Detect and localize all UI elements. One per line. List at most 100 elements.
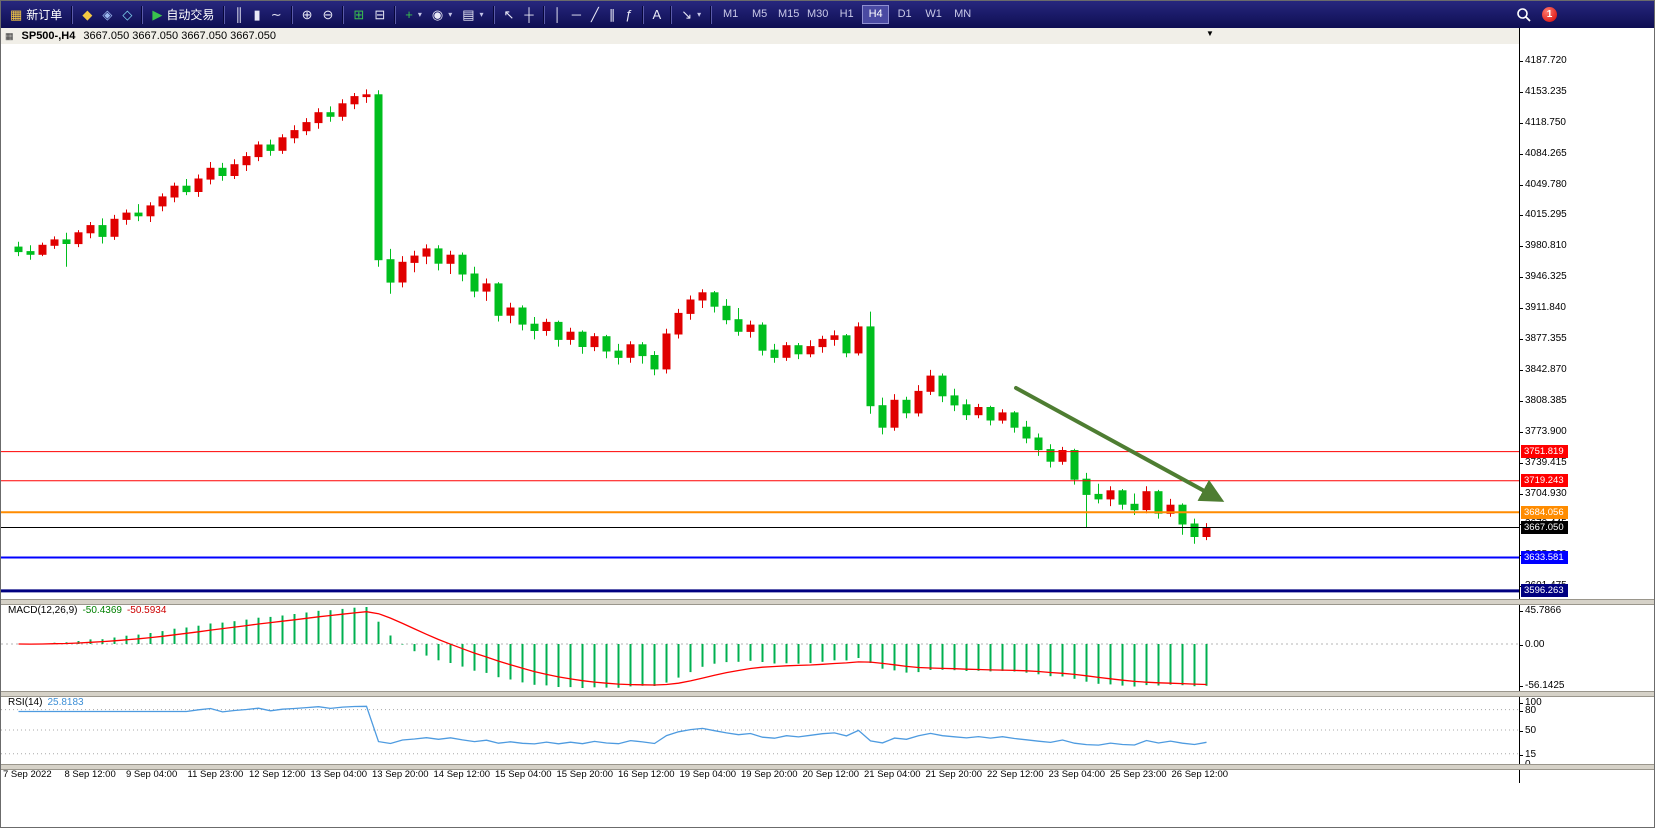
candle-body: [554, 321, 563, 340]
price-line-label: 3633.581: [1521, 551, 1568, 564]
dropdown-caret-icon[interactable]: ▾: [697, 10, 702, 19]
fibonacci-button[interactable]: ƒ: [620, 4, 637, 25]
timeframe-h1-button[interactable]: H1: [839, 8, 854, 20]
toolbar-separator: [71, 5, 74, 24]
time-axis-label: 9 Sep 04:00: [126, 769, 178, 780]
toolbar-separator: [710, 5, 713, 24]
crosshair-button[interactable]: ┼: [519, 4, 538, 25]
candle-body: [398, 261, 407, 283]
panel-splitter[interactable]: [1, 764, 1654, 770]
time-axis-label: 15 Sep 04:00: [495, 769, 552, 780]
candle-body: [374, 94, 383, 261]
new-order-button[interactable]: ▦ 新订单: [5, 4, 67, 25]
templates-icon: ▤: [462, 7, 475, 22]
time-axis-label: 26 Sep 12:00: [1171, 769, 1229, 780]
time-axis-label: 19 Sep 20:00: [741, 769, 798, 780]
candle-body: [170, 185, 179, 198]
new-order-icon: ▦: [10, 7, 23, 22]
vertical-line-button[interactable]: │: [549, 4, 567, 25]
chart-caption: ▦ SP500-,H4 3667.050 3667.050 3667.050 3…: [1, 28, 1519, 44]
dropdown-caret-icon[interactable]: ▾: [448, 10, 453, 19]
price-tick-label: 3739.415: [1520, 456, 1567, 468]
candle-body: [134, 212, 143, 217]
templates-button[interactable]: ▤ ▾: [457, 4, 488, 25]
navigator-button[interactable]: ◈: [97, 4, 117, 25]
navigator-icon: ◈: [102, 7, 113, 22]
periods-button[interactable]: ◉ ▾: [427, 4, 457, 25]
candlestick-chart-button[interactable]: ▮: [249, 4, 266, 25]
tile-windows-button[interactable]: ⊞: [348, 4, 369, 25]
horizontal-line-button[interactable]: ─: [567, 4, 586, 25]
notification-badge[interactable]: 1: [1542, 7, 1557, 22]
cursor-button[interactable]: ↖: [499, 4, 520, 25]
time-axis[interactable]: 7 Sep 2022 8 Sep 12:00 9 Sep 04:00 11 Sep 2…: [1, 767, 1519, 783]
macd-label: MACD(12,26,9) -50.4369 -50.5934: [8, 605, 166, 616]
rsi-chart: [1, 705, 1519, 755]
timeframe-m1-button[interactable]: M1: [723, 8, 739, 20]
timeframe-d1-button[interactable]: D1: [897, 8, 912, 20]
candle-body: [338, 103, 347, 117]
dropdown-caret-icon[interactable]: ▾: [417, 10, 422, 19]
arrows-tool-button[interactable]: ↘ ▾: [676, 4, 706, 25]
candle-body: [470, 273, 479, 292]
price-tick-label: 3980.810: [1520, 240, 1567, 252]
macd-name: MACD(12,26,9): [8, 605, 78, 616]
cascade-windows-button[interactable]: ⊟: [369, 4, 390, 25]
channel-icon: ∥: [608, 7, 616, 22]
indicators-button[interactable]: + ▾: [400, 4, 427, 25]
price-chart-area[interactable]: [1, 44, 1519, 599]
candle-body: [926, 375, 935, 392]
price-axis[interactable]: 4187.720 4153.235 4118.750 4084.265 4049.780…: [1519, 28, 1654, 783]
candle-body: [686, 299, 695, 314]
rsi-panel[interactable]: [1, 696, 1519, 764]
timeframe-m30-button[interactable]: M30: [806, 8, 829, 20]
rsi-scale-label: 100: [1520, 697, 1542, 708]
panel-splitter[interactable]: [1, 599, 1654, 605]
bar-chart-icon: ║: [234, 7, 244, 22]
time-axis-label: 20 Sep 12:00: [802, 769, 860, 780]
candle-body: [1082, 478, 1091, 495]
timeframe-w1-button[interactable]: W1: [925, 8, 942, 20]
macd-signal-line: [18, 611, 1207, 686]
rsi-scale-label: 15: [1519, 748, 1537, 760]
channel-button[interactable]: ∥: [604, 4, 621, 25]
candle-body: [146, 205, 155, 217]
timeframe-m5-button[interactable]: M5: [752, 8, 768, 20]
macd-panel[interactable]: [1, 604, 1519, 691]
time-axis-label: 8 Sep 12:00: [64, 769, 116, 780]
zoom-out-button[interactable]: ⊖: [318, 4, 339, 25]
search-icon[interactable]: [1516, 7, 1532, 23]
text-tool-button[interactable]: A: [648, 4, 667, 25]
zoom-in-button[interactable]: ⊕: [297, 4, 318, 25]
candle-body: [1178, 504, 1187, 525]
chart-shift-marker[interactable]: ▼: [1206, 29, 1214, 38]
toolbar-separator: [342, 5, 345, 24]
candle-body: [854, 326, 863, 354]
timeframe-mn-button[interactable]: MN: [954, 8, 972, 20]
bar-chart-button[interactable]: ║: [229, 4, 248, 25]
auto-trading-button-label: 自动交易: [166, 8, 215, 22]
toolbar-separator: [542, 5, 545, 24]
market-watch-button[interactable]: ◆: [77, 4, 97, 25]
candle-body: [1106, 490, 1115, 500]
timeframe-h4-button[interactable]: H4: [862, 5, 890, 24]
new-order-button-label: 新订单: [26, 8, 63, 22]
line-chart-button[interactable]: ∼: [266, 4, 287, 25]
auto-trading-button[interactable]: ▶ 自动交易: [147, 4, 219, 25]
trendline-button[interactable]: ╱: [586, 4, 604, 25]
tile-windows-icon: ⊞: [353, 7, 365, 22]
price-tick-label: 3946.325: [1520, 271, 1567, 283]
window-bottom-area: [1, 783, 1654, 827]
trendline-icon: ╱: [590, 7, 599, 22]
candlestick-chart[interactable]: [1, 44, 1519, 599]
toolbar-right-group: 1: [1516, 7, 1652, 23]
arrows-tool-icon: ↘: [681, 7, 693, 22]
candle-body: [626, 344, 635, 358]
trend-arrow[interactable]: [1014, 386, 1225, 502]
candle-body: [254, 144, 263, 158]
candle-body: [26, 251, 35, 255]
timeframe-m15-button[interactable]: M15: [777, 8, 800, 20]
terminal-button[interactable]: ◇: [117, 4, 137, 25]
dropdown-caret-icon[interactable]: ▾: [479, 10, 484, 19]
panel-splitter[interactable]: [1, 691, 1654, 697]
